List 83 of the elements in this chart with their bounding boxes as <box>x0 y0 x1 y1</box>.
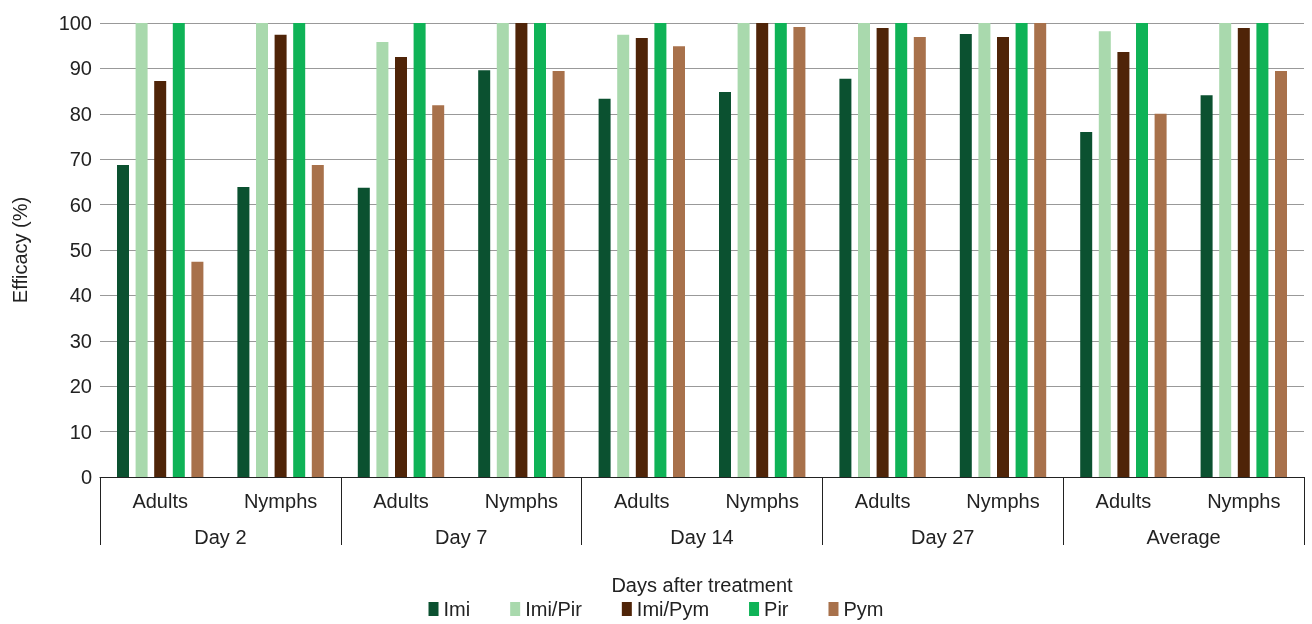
bar <box>635 37 648 477</box>
x-tick-label: Adults <box>1095 490 1152 512</box>
bar <box>1219 23 1232 477</box>
x-tick-label: Nymphs <box>966 490 1040 512</box>
bar <box>737 23 750 477</box>
bar <box>1275 71 1287 477</box>
y-tick-label: 100 <box>58 12 92 34</box>
x-axis-title: Days after treatment <box>611 574 794 596</box>
bar <box>478 70 491 477</box>
bar <box>959 33 972 477</box>
text: Day 27 <box>911 526 975 548</box>
bar <box>876 27 889 477</box>
text: Day 2 <box>194 526 247 548</box>
text: Average <box>1146 526 1221 548</box>
legend-label: Imi/Pym <box>636 598 710 620</box>
bar <box>1015 23 1028 477</box>
y-tick-label: 40 <box>69 284 92 307</box>
x-tick-label: Nymphs <box>1207 490 1281 512</box>
y-tick-label: 70 <box>69 148 92 171</box>
bar <box>598 98 611 477</box>
bar <box>1034 23 1047 477</box>
y-tick-label: 0 <box>80 466 92 488</box>
bar <box>673 46 685 477</box>
bar <box>117 165 129 477</box>
bar <box>1154 113 1167 477</box>
bar <box>191 261 204 477</box>
bar <box>1256 23 1269 477</box>
bar <box>172 23 185 477</box>
bar <box>395 57 407 477</box>
text: Day 14 <box>670 526 734 548</box>
legend-label: Pir <box>764 598 789 620</box>
bar <box>256 23 268 477</box>
bar <box>654 23 667 477</box>
bar <box>774 23 787 477</box>
bar <box>274 34 287 477</box>
y-tick-label: 90 <box>69 57 92 80</box>
y-tick-label: 30 <box>69 329 92 352</box>
bar <box>154 81 167 477</box>
bar <box>978 23 991 477</box>
y-tick-label: 80 <box>69 102 92 125</box>
x-tick-label: Nymphs <box>725 490 799 512</box>
y-axis-title: Efficacy (%) <box>9 196 31 304</box>
x-tick-label: Adults <box>614 490 670 512</box>
y-tick-label: 10 <box>69 420 92 443</box>
bar <box>357 187 370 477</box>
bar <box>432 105 445 477</box>
bar <box>1136 23 1148 477</box>
bar <box>135 23 148 477</box>
bar <box>515 23 528 477</box>
bar <box>913 37 926 477</box>
bar <box>237 186 250 477</box>
bar <box>552 71 565 477</box>
bar <box>376 42 389 477</box>
bar <box>496 23 509 477</box>
x-tick-label: Adults <box>854 490 911 512</box>
bar <box>1080 131 1093 477</box>
bar <box>719 92 731 477</box>
x-tick-label: Adults <box>373 490 429 512</box>
bar <box>756 23 769 477</box>
legend-label: Imi/Pir <box>525 598 583 620</box>
bar <box>413 23 426 477</box>
bar <box>1098 31 1111 477</box>
text: Day 7 <box>435 526 488 548</box>
bar <box>1200 95 1213 477</box>
x-tick-label: Adults <box>132 490 188 512</box>
bar <box>617 34 630 477</box>
legend-label: Imi <box>443 598 471 620</box>
legend-label: Pym <box>843 598 884 620</box>
y-tick-label: 60 <box>69 193 92 216</box>
bar <box>895 23 908 477</box>
y-tick-label: 20 <box>69 375 92 398</box>
bar <box>1237 27 1250 477</box>
bar <box>858 23 870 477</box>
bar <box>839 78 852 477</box>
bar <box>1117 52 1130 477</box>
bar <box>311 165 324 477</box>
y-tick-label: 50 <box>69 239 92 261</box>
bar <box>534 23 546 477</box>
x-tick-label: Nymphs <box>484 490 559 512</box>
bar <box>793 27 806 477</box>
bar <box>997 37 1009 477</box>
x-tick-label: Nymphs <box>243 490 318 512</box>
bar <box>293 23 306 477</box>
